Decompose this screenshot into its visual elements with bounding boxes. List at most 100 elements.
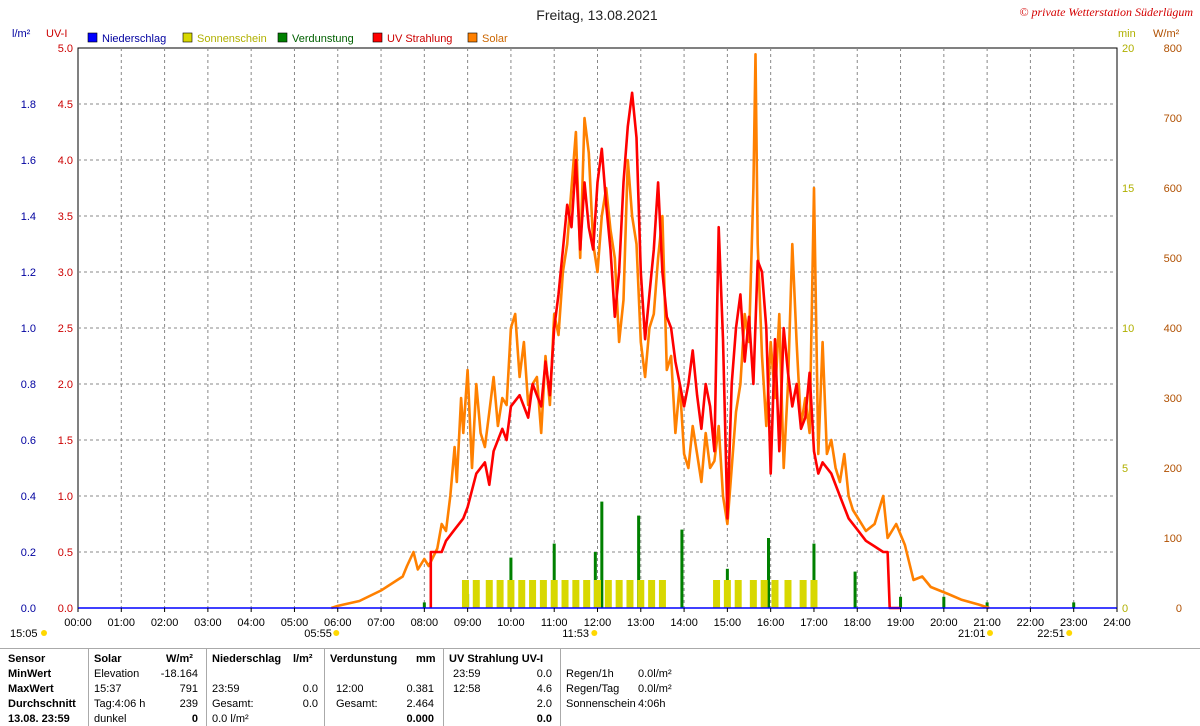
bar-sonnenschein xyxy=(583,580,591,608)
marker-label: 22:51 xyxy=(1037,628,1065,640)
time-markers: 15:05 05:55 11:53 21:01 22:51 xyxy=(10,628,1073,640)
axis-units: l/m² UV-I min W/m² xyxy=(12,28,1180,40)
table-cell-solar-time: dunkel xyxy=(94,713,127,725)
col-divider xyxy=(206,648,207,726)
bar-sonnenschein xyxy=(594,580,601,608)
bar-sonnenschein xyxy=(749,580,757,608)
lm2-tick-label: 0.4 xyxy=(21,491,36,503)
legend-swatch xyxy=(182,32,193,43)
legend-swatch xyxy=(467,32,478,43)
chart-axes: 00:00 01:00 02:00 03:00 04:00 05:00 06:00 07:00… xyxy=(21,43,1182,629)
weather-chart: Freitag, 13.08.2021 © private Wetterstat… xyxy=(10,5,1193,640)
series-line-solar xyxy=(330,53,990,610)
legend-swatch xyxy=(87,32,98,43)
uv-tick-label: 4.0 xyxy=(58,155,73,167)
series-line-uv-strahlung xyxy=(429,91,901,610)
sun-marker-icon xyxy=(986,630,993,636)
table-cell-solar-val: 239 xyxy=(179,698,198,710)
uv-tick-label: 3.0 xyxy=(58,267,73,279)
wm2-tick-label: 800 xyxy=(1164,43,1182,55)
uv-tick-label: 5.0 xyxy=(58,43,73,55)
bar-sonnenschein xyxy=(784,580,792,608)
lm2-tick-label: 0.6 xyxy=(21,435,36,447)
header-niederschlag-unit: l/m² xyxy=(293,653,313,665)
table-cell-verd-val: 0.381 xyxy=(406,683,434,695)
bar-sonnenschein xyxy=(615,580,623,608)
uv-tick-label: 0.5 xyxy=(58,547,73,559)
col-divider xyxy=(560,648,561,726)
bar-verdunstung xyxy=(1072,602,1076,608)
marker-label: 05:55 xyxy=(304,628,332,640)
table-cell-label: MaxWert xyxy=(8,683,54,695)
table-cell-nied-time: 23:59 xyxy=(212,683,240,695)
col-divider xyxy=(443,648,444,726)
table-cell-extra-val: 4:06h xyxy=(638,698,666,710)
header-uv: UV Strahlung UV-I xyxy=(449,653,544,665)
header-verdunstung: Verdunstung xyxy=(330,653,398,665)
table-cell-extra-val: 0.0l/m² xyxy=(638,668,672,680)
legend-label: Verdunstung xyxy=(292,33,354,45)
lm2-tick-label: 0.2 xyxy=(21,547,36,559)
table-cell-nied-val: 0.0 xyxy=(302,683,318,695)
x-tick-label: 05:00 xyxy=(281,617,309,629)
header-verdunstung-unit: mm xyxy=(416,653,436,665)
wm2-unit-label: W/m² xyxy=(1153,28,1180,40)
wm2-tick-label: 600 xyxy=(1164,183,1182,195)
header-niederschlag: Niederschlag xyxy=(212,653,282,665)
table-cell-uv-time: 23:59 xyxy=(453,668,481,680)
wm2-tick-label: 500 xyxy=(1164,253,1182,265)
copyright-label: © private Wetterstation Süderlügum xyxy=(1019,5,1193,19)
x-tick-label: 18:00 xyxy=(843,617,871,629)
uv-tick-label: 2.0 xyxy=(58,379,73,391)
bar-sonnenschein xyxy=(734,580,742,608)
bar-sonnenschein xyxy=(461,580,469,608)
lm2-tick-label: 1.8 xyxy=(21,99,36,111)
uv-unit-label: UV-I xyxy=(46,28,67,40)
bar-verdunstung xyxy=(942,596,946,608)
x-tick-label: 16:00 xyxy=(757,617,785,629)
lm2-tick-label: 1.6 xyxy=(21,155,36,167)
table-cell-verd-time: 12:00 xyxy=(336,683,364,695)
x-tick-label: 01:00 xyxy=(108,617,136,629)
legend-swatch xyxy=(277,32,288,43)
sun-marker-icon xyxy=(333,630,340,636)
bar-sonnenschein xyxy=(637,580,645,608)
bar-sonnenschein xyxy=(658,580,666,608)
table-cell-solar-time: Elevation xyxy=(94,668,140,680)
table-cell-label: MinWert xyxy=(8,668,52,680)
bar-verdunstung xyxy=(552,543,556,608)
marker-label: 15:05 xyxy=(10,628,38,640)
uv-tick-label: 1.0 xyxy=(58,491,73,503)
min-tick-label: 15 xyxy=(1122,183,1134,195)
bar-sonnenschein xyxy=(572,580,580,608)
lm2-tick-label: 1.0 xyxy=(21,323,36,335)
bar-verdunstung xyxy=(853,571,857,608)
bar-sonnenschein xyxy=(771,580,779,608)
col-divider xyxy=(88,648,89,726)
table-cell-extra: Sonnenschein xyxy=(566,698,636,710)
min-tick-label: 0 xyxy=(1122,603,1128,615)
x-tick-label: 02:00 xyxy=(151,617,179,629)
bar-sonnenschein xyxy=(529,580,537,608)
bar-verdunstung xyxy=(680,529,684,608)
wm2-tick-label: 0 xyxy=(1176,603,1182,615)
x-tick-label: 06:00 xyxy=(324,617,352,629)
bar-sonnenschein xyxy=(539,580,547,608)
bar-sonnenschein xyxy=(485,580,493,608)
chart-grid xyxy=(77,47,1118,609)
legend-label: Niederschlag xyxy=(102,33,166,45)
legend-swatch xyxy=(372,32,383,43)
x-tick-label: 17:00 xyxy=(800,617,828,629)
lm2-unit-label: l/m² xyxy=(12,28,31,40)
x-tick-label: 14:00 xyxy=(670,617,698,629)
header-solar-unit: W/m² xyxy=(166,653,193,665)
table-cell-verd-val: 0.000 xyxy=(406,713,434,725)
bar-sonnenschein xyxy=(760,580,768,608)
min-tick-label: 5 xyxy=(1122,463,1128,475)
marker-label: 11:53 xyxy=(562,628,589,640)
table-cell-solar-val: 791 xyxy=(179,683,198,695)
x-tick-label: 10:00 xyxy=(497,617,525,629)
table-cell-label: 13.08. 23:59 xyxy=(8,713,70,725)
bar-sonnenschein xyxy=(723,580,731,608)
uv-tick-label: 4.5 xyxy=(58,99,73,111)
